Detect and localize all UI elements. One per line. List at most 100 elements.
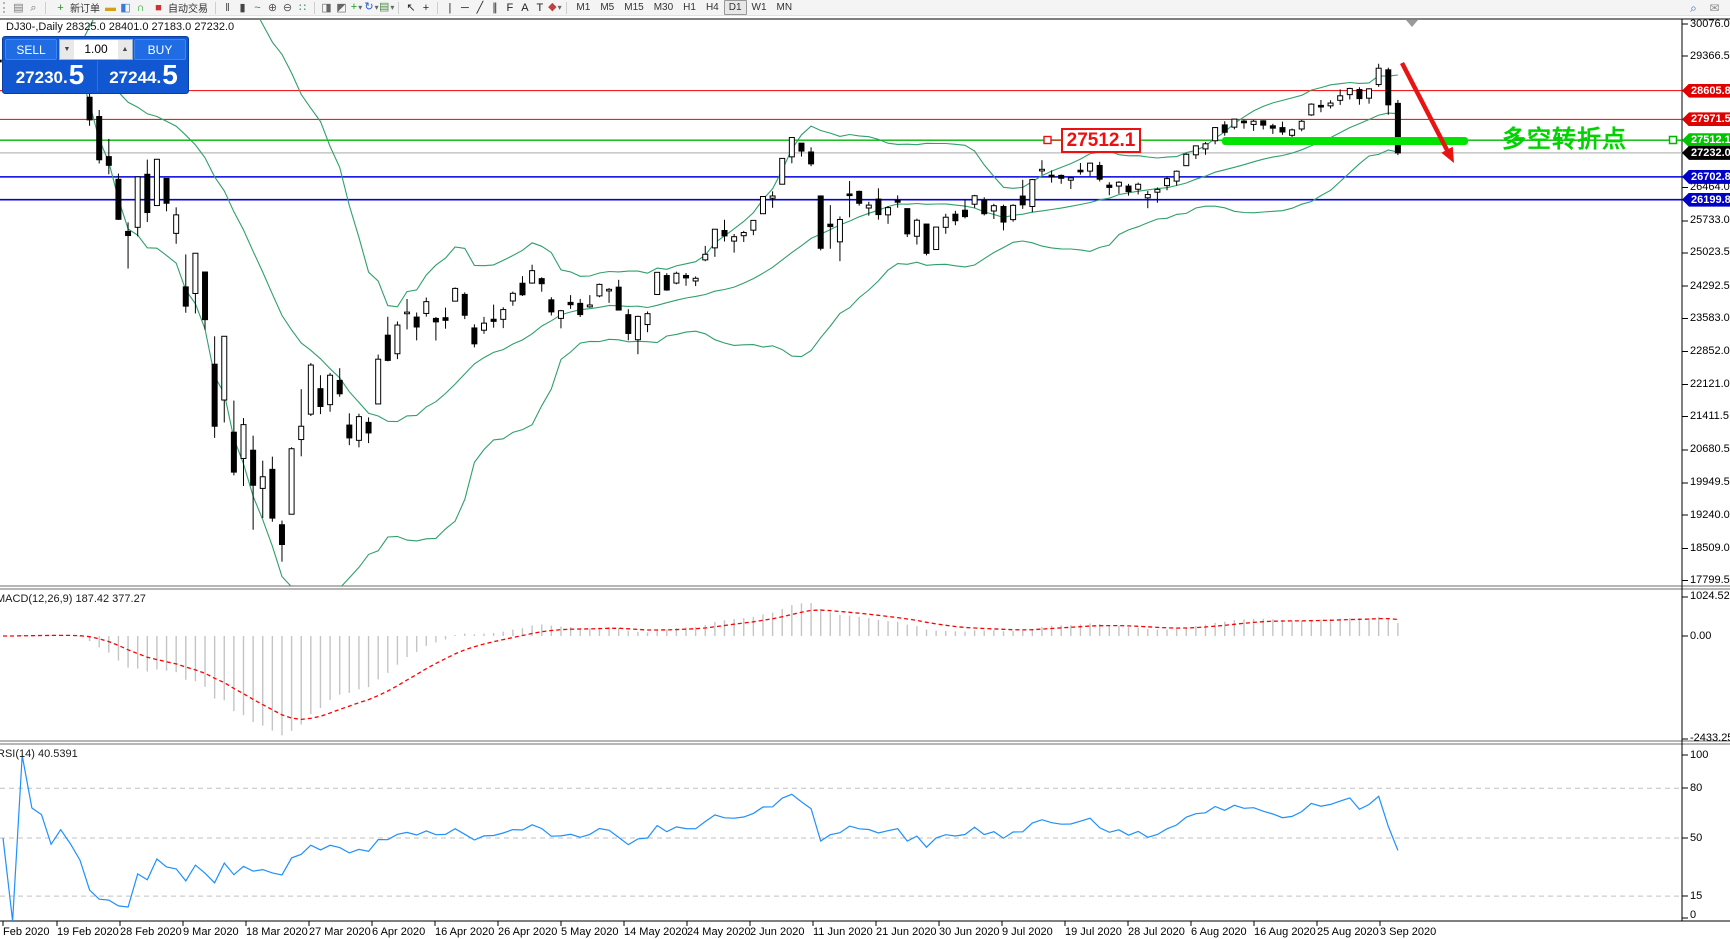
trendline-icon[interactable]: ╱	[476, 1, 484, 14]
price-tick: 23583.0	[1690, 311, 1730, 324]
arrows-menu[interactable]: ◆▾	[548, 1, 562, 13]
date-tick-label: 30 Jun 2020	[939, 926, 1000, 938]
timeframe-m30[interactable]: M30	[653, 2, 674, 13]
pivot-note-text[interactable]: 多空转折点	[1502, 126, 1627, 153]
date-tick-label: Feb 2020	[3, 926, 50, 938]
text-label-icon[interactable]: T	[536, 1, 544, 14]
date-tick-label: 16 Apr 2020	[435, 926, 495, 938]
toolbar-separator	[314, 1, 315, 14]
auto-trading-button-icon: ■	[155, 1, 162, 14]
equidistant-channel-icon[interactable]: ∥	[492, 1, 498, 14]
periods-menu[interactable]: ↻▾	[364, 1, 379, 13]
macd-label: MACD(12,26,9) 187.42 377.27	[0, 593, 146, 605]
toolbar: ▤ ⌕ + 新订单 ▬ ◧ ∩ ■ 自动交易 ‖ ▮ ~ ⊕ ⊖ ∷ ◨ ◩ +▾ ↻▾ ▤▾ ↖ + | ─ ╱ ∥ F A T ◆▾ M…	[0, 0, 1730, 16]
alerts-icon[interactable]: ∩	[136, 1, 145, 14]
timeframe-mn[interactable]: MN	[776, 2, 793, 13]
date-tick-label: 19 Jul 2020	[1065, 926, 1122, 938]
zoom-in-icon[interactable]: ⊕	[267, 1, 278, 14]
tile-windows-icon[interactable]: ∷	[299, 1, 306, 14]
sell-button[interactable]: SELL	[5, 39, 57, 60]
text-icon[interactable]: A	[521, 1, 529, 14]
volume-value[interactable]: 1.00	[84, 42, 108, 56]
chat-icon[interactable]: ✉	[1709, 0, 1720, 15]
timeframe-m15[interactable]: M15	[624, 2, 644, 13]
price-tick: 20680.5	[1690, 443, 1730, 456]
new-chart-icon[interactable]: ▤	[13, 1, 24, 14]
auto-trading-button-label: 自动交易	[168, 4, 208, 15]
toolbar-separator	[437, 1, 439, 14]
timeframe-d1[interactable]: D1	[723, 0, 747, 15]
templates-menu[interactable]: ▤▾	[379, 1, 395, 13]
buy-price[interactable]: 27244. 5	[97, 61, 189, 91]
timeframe-w1[interactable]: W1	[751, 2, 767, 13]
price-tick: 25023.5	[1690, 246, 1730, 259]
price-tick: 29366.5	[1690, 49, 1730, 62]
price-tick: 21411.5	[1690, 410, 1729, 423]
toolbar-separator	[398, 1, 400, 14]
price-badge: 26702.8	[1682, 169, 1730, 184]
indicators-menu[interactable]: +▾	[350, 1, 363, 13]
volume-decrease-button[interactable]: ▼	[60, 40, 74, 59]
price-tick: 25733.0	[1690, 214, 1730, 227]
timeframe-h1[interactable]: H1	[683, 2, 696, 13]
sell-price[interactable]: 27230. 5	[15, 59, 85, 90]
search-icon[interactable]: ⌕	[1690, 0, 1697, 15]
profiles-icon[interactable]: ⌕	[30, 1, 37, 14]
volume-increase-button[interactable]: ▲	[118, 40, 132, 59]
auto-trading-button[interactable]: ■ 自动交易	[148, 0, 211, 16]
price-tick: 22121.0	[1690, 378, 1730, 391]
dropdown-caret-icon: ▾	[557, 3, 562, 12]
zoom-out-icon[interactable]: ⊖	[282, 1, 293, 14]
date-tick-label: 6 Aug 2020	[1191, 926, 1247, 938]
trend-arrow	[1400, 61, 1449, 152]
date-tick-label: 18 Mar 2020	[246, 926, 308, 938]
rsi-scale-tick: 80	[1690, 781, 1703, 794]
cursor-icon[interactable]: ↖	[406, 1, 416, 14]
price-badge: 28605.8	[1682, 83, 1730, 98]
price-tick: 18509.0	[1690, 541, 1730, 554]
toolbar-separator	[45, 1, 46, 14]
timeframe-m5[interactable]: M5	[600, 2, 615, 13]
date-tick-label: 21 Jun 2020	[876, 926, 937, 938]
new-order-button-label: 新订单	[70, 4, 100, 15]
candlestick-chart-icon[interactable]: ▮	[239, 1, 246, 14]
date-tick-label: 9 Jul 2020	[1002, 926, 1053, 938]
macd-scale-tick: -2433.25	[1690, 732, 1730, 745]
crosshair-icon[interactable]: +	[422, 1, 430, 14]
price-level-callout[interactable]: 27512.1	[1061, 128, 1141, 153]
price-badge: 27512.1	[1682, 133, 1730, 148]
price-tick: 19240.0	[1690, 508, 1730, 521]
price-badge: 26199.8	[1682, 192, 1730, 207]
history-center-icon[interactable]: ▬	[105, 1, 116, 14]
rsi-scale-tick: 100	[1690, 748, 1709, 761]
market-watch-icon[interactable]: ◧	[120, 1, 131, 14]
buy-button[interactable]: BUY	[134, 39, 186, 60]
price-badge: 27971.5	[1682, 112, 1730, 127]
line-chart-icon[interactable]: ~	[254, 1, 261, 14]
date-tick-label: 19 Feb 2020	[57, 926, 119, 938]
bar-chart-icon[interactable]: ‖	[225, 1, 230, 14]
vertical-line-icon[interactable]: |	[448, 1, 452, 14]
dropdown-caret-icon: ▾	[358, 3, 363, 12]
new-order-button[interactable]: + 新订单	[50, 0, 103, 16]
volume-stepper[interactable]: ▼ 1.00 ▲	[59, 39, 133, 60]
new-order-button-icon: +	[57, 1, 64, 14]
timeframe-m1[interactable]: M1	[576, 2, 591, 13]
date-tick-label: 28 Jul 2020	[1128, 926, 1185, 938]
fibonacci-icon[interactable]: F	[506, 1, 514, 14]
horizontal-line-icon[interactable]: ─	[461, 1, 469, 14]
dropdown-caret-icon: ▾	[390, 3, 395, 12]
data-window-icon[interactable]: ◨	[321, 1, 332, 14]
macd-scale-tick: 1024.52	[1690, 590, 1730, 603]
price-tick: 26464.0	[1690, 181, 1730, 194]
date-tick-label: 28 Feb 2020	[120, 926, 182, 938]
navigator-icon[interactable]: ◩	[336, 1, 347, 14]
price-tick: 17799.5	[1690, 573, 1730, 586]
timeframe-h4[interactable]: H4	[705, 2, 719, 13]
date-tick-label: 2 Jun 2020	[750, 926, 805, 938]
rsi-scale-tick: 0	[1690, 909, 1697, 921]
rsi-scale-tick: 50	[1690, 831, 1703, 844]
date-tick-label: 6 Apr 2020	[372, 926, 426, 938]
